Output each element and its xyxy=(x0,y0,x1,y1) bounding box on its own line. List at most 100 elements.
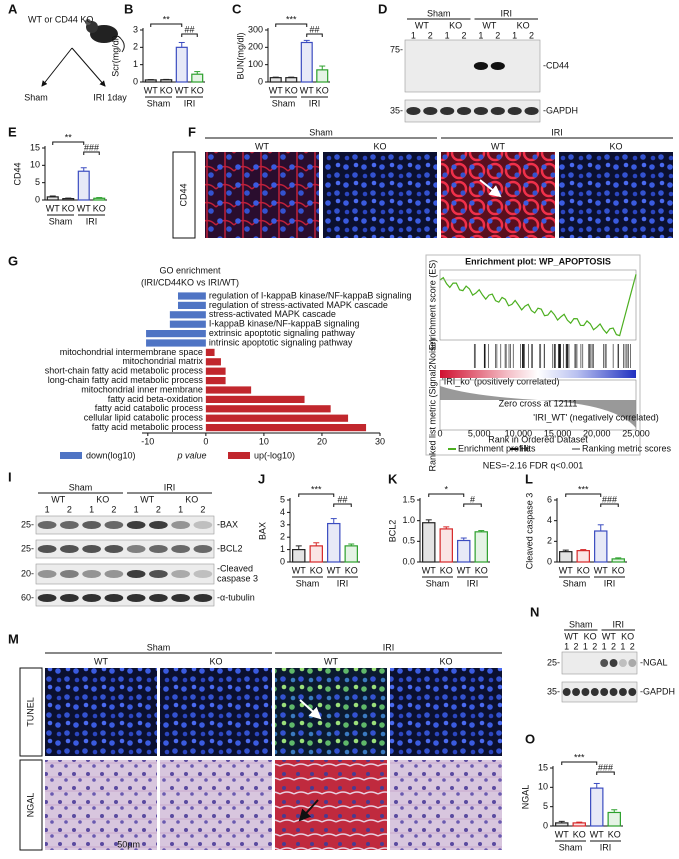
panel-letter: F xyxy=(188,124,196,139)
chart-subtitle: (IRI/CD44KO vs IRI/WT) xyxy=(141,277,239,287)
significance-label: # xyxy=(470,494,475,504)
plot-frame xyxy=(425,254,641,456)
mouse-icon xyxy=(85,19,125,53)
blot-band xyxy=(126,594,146,602)
blot-strip xyxy=(35,515,215,535)
x-tick-label: KO xyxy=(573,829,586,839)
x-tick-label: KO xyxy=(345,565,358,575)
plot-title: Enrichment plot: WP_APOPTOSIS xyxy=(465,256,611,266)
row-label-box xyxy=(19,667,43,757)
blot-band xyxy=(507,107,522,115)
blot-band xyxy=(82,570,101,578)
genotype-label: WT xyxy=(482,20,496,30)
bar xyxy=(46,196,59,201)
blot-band xyxy=(60,521,79,529)
row-label-box xyxy=(172,151,196,239)
bar xyxy=(205,405,331,413)
y-tick-label: 1 xyxy=(280,544,285,554)
y-tick-label: 3 xyxy=(133,24,138,34)
blot-band xyxy=(82,545,101,553)
blot-strip xyxy=(35,589,215,607)
lane-label: 1 xyxy=(45,504,50,514)
blot-strip xyxy=(404,39,541,93)
y-tick-label: 10 xyxy=(538,782,548,792)
y-axis-label: BAX xyxy=(257,522,267,540)
micrograph xyxy=(275,668,387,756)
blot-band xyxy=(149,570,168,578)
x-tick-label: KO xyxy=(62,203,75,213)
marker-label: 75- xyxy=(390,44,403,54)
genotype-label: KO xyxy=(96,494,109,504)
legend-label: up(-log10) xyxy=(254,450,295,460)
group-label: Sham xyxy=(49,216,73,226)
bar xyxy=(205,386,252,394)
x-tick-label: WT xyxy=(144,85,158,95)
x-tick-label: 25,000 xyxy=(622,428,650,438)
statistic-label: NES=-2.16 FDR q<0.001 xyxy=(483,460,584,470)
genotype-label: WT xyxy=(51,494,65,504)
bar xyxy=(146,339,206,347)
blot-band xyxy=(628,659,637,667)
x-tick-label: WT xyxy=(269,85,283,95)
scale-label: 50μm xyxy=(117,839,140,849)
bar xyxy=(300,41,313,83)
ranked-metric xyxy=(440,386,636,428)
panel-letter: G xyxy=(8,253,18,268)
blot-band xyxy=(600,659,609,667)
y-tick-label: 1.5 xyxy=(402,494,415,504)
group-label: Sham xyxy=(147,98,171,108)
category-label: fatty acid metabolic process xyxy=(92,422,204,432)
group-label: IRI xyxy=(467,578,479,588)
significance-bracket xyxy=(83,151,100,155)
significance-bracket xyxy=(463,503,482,507)
blot-band xyxy=(60,570,79,578)
significance-label: *** xyxy=(311,484,322,494)
category-label: I-kappaB kinase/NF-kappaB signaling xyxy=(209,319,360,329)
chart-title: GO enrichment xyxy=(159,265,221,275)
blot-band xyxy=(104,594,124,602)
genotype-label: KO xyxy=(373,141,386,151)
genotype-label: KO xyxy=(517,20,530,30)
y-tick-label: 5 xyxy=(35,177,40,187)
genotype-label: WT xyxy=(491,141,505,151)
genotype-label: WT xyxy=(94,656,108,666)
group-label: Sham xyxy=(296,578,320,588)
blot-strip xyxy=(561,681,638,703)
arm-label: Sham xyxy=(24,92,48,102)
significance-label: *** xyxy=(286,14,297,24)
group-label: IRI xyxy=(184,98,196,108)
lane-label: 1 xyxy=(620,641,625,651)
category-label: short-chain fatty acid metabolic process xyxy=(45,366,204,376)
bar xyxy=(93,197,106,201)
marker-label: 25- xyxy=(21,519,34,529)
bar xyxy=(590,787,604,827)
lane-label: 1 xyxy=(89,504,94,514)
bar xyxy=(175,46,188,83)
bar xyxy=(344,545,358,563)
genotype-label: KO xyxy=(209,656,222,666)
blot-strip xyxy=(35,563,215,585)
bar xyxy=(576,550,590,563)
category-label: fatty acid beta-oxidation xyxy=(108,394,203,404)
blot-band xyxy=(473,107,489,115)
y-tick-label: 2 xyxy=(133,42,138,52)
blot-band xyxy=(440,107,455,115)
micrograph xyxy=(275,760,387,850)
band-label: -α-tubulin xyxy=(217,592,255,602)
blot-band xyxy=(149,545,168,553)
bar xyxy=(422,522,436,563)
significance-bracket xyxy=(565,493,602,497)
micrograph xyxy=(45,760,157,850)
x-tick-label: WT xyxy=(555,829,569,839)
blot-band xyxy=(193,545,213,553)
lane-label: 1 xyxy=(411,30,416,40)
legend-label: Ranking metric scores xyxy=(582,443,672,453)
x-tick-label: KO xyxy=(440,565,453,575)
micrograph xyxy=(559,152,673,238)
marker-label: 25- xyxy=(547,657,560,667)
x-tick-label: 20,000 xyxy=(583,428,611,438)
x-tick-label: KO xyxy=(310,565,323,575)
genotype-label: KO xyxy=(621,631,634,641)
legend-label: Hits xyxy=(520,443,536,453)
